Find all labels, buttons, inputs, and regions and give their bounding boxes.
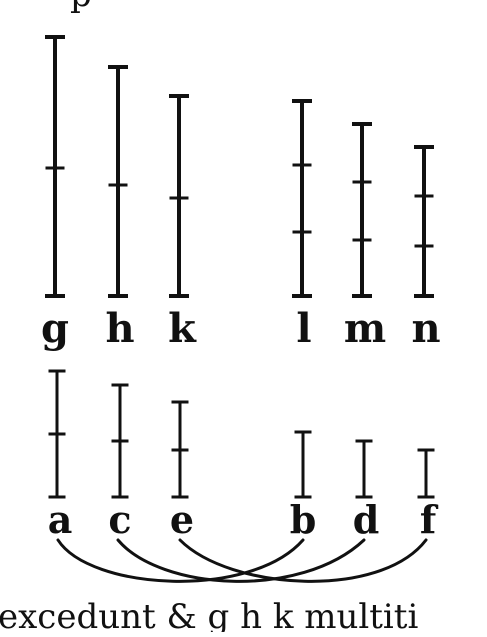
lower-rods-group xyxy=(48,369,435,499)
rod-f xyxy=(417,448,435,499)
label-h: h xyxy=(105,305,134,352)
rod-l xyxy=(292,99,312,298)
label-k: k xyxy=(168,305,197,352)
rod-g xyxy=(45,35,65,298)
arc-c-to-d xyxy=(116,538,366,583)
label-f: f xyxy=(420,497,439,542)
label-n: n xyxy=(411,305,440,352)
rod-d xyxy=(355,439,373,499)
label-d: d xyxy=(353,497,380,542)
top-caption-fragment: p xyxy=(70,0,92,15)
rod-c xyxy=(111,383,129,499)
rod-k xyxy=(169,94,189,298)
label-c: c xyxy=(108,497,131,542)
upper-labels: g h k l m n xyxy=(41,305,441,352)
rod-a xyxy=(48,369,66,499)
rod-b xyxy=(294,430,312,499)
bottom-caption: excedunt & g h k multiti xyxy=(0,597,418,632)
rod-m xyxy=(352,122,372,298)
arc-e-to-f xyxy=(178,538,428,583)
rod-e xyxy=(171,400,189,499)
upper-rods-group xyxy=(45,35,434,298)
lower-labels: a c e b d f xyxy=(48,497,439,542)
label-m: m xyxy=(344,305,386,352)
arc-a-to-b xyxy=(56,538,305,583)
label-e: e xyxy=(170,497,194,542)
rod-h xyxy=(108,65,128,298)
label-l: l xyxy=(296,305,311,352)
label-a: a xyxy=(48,497,73,542)
connection-arcs xyxy=(56,538,428,583)
label-b: b xyxy=(290,497,317,542)
label-g: g xyxy=(41,305,69,352)
rod-n xyxy=(414,145,434,298)
